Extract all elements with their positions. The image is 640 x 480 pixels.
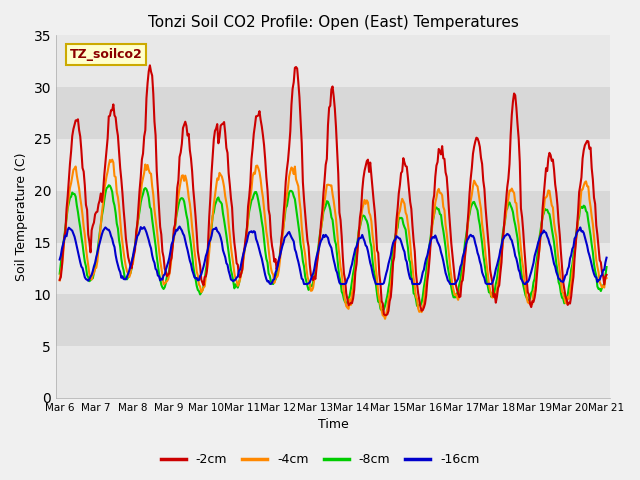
Bar (56, 191, 610, 242)
Legend: -2cm, -4cm, -8cm, -16cm: -2cm, -4cm, -8cm, -16cm (156, 448, 484, 471)
Bar (56, 87, 610, 139)
Y-axis label: Soil Temperature (C): Soil Temperature (C) (15, 153, 28, 281)
Title: Tonzi Soil CO2 Profile: Open (East) Temperatures: Tonzi Soil CO2 Profile: Open (East) Temp… (148, 15, 518, 30)
Text: TZ_soilco2: TZ_soilco2 (70, 48, 143, 61)
Bar (56, 242, 610, 294)
Bar (56, 36, 610, 87)
X-axis label: Time: Time (317, 419, 349, 432)
Bar (56, 346, 610, 398)
Bar (56, 139, 610, 191)
Bar (56, 294, 610, 346)
